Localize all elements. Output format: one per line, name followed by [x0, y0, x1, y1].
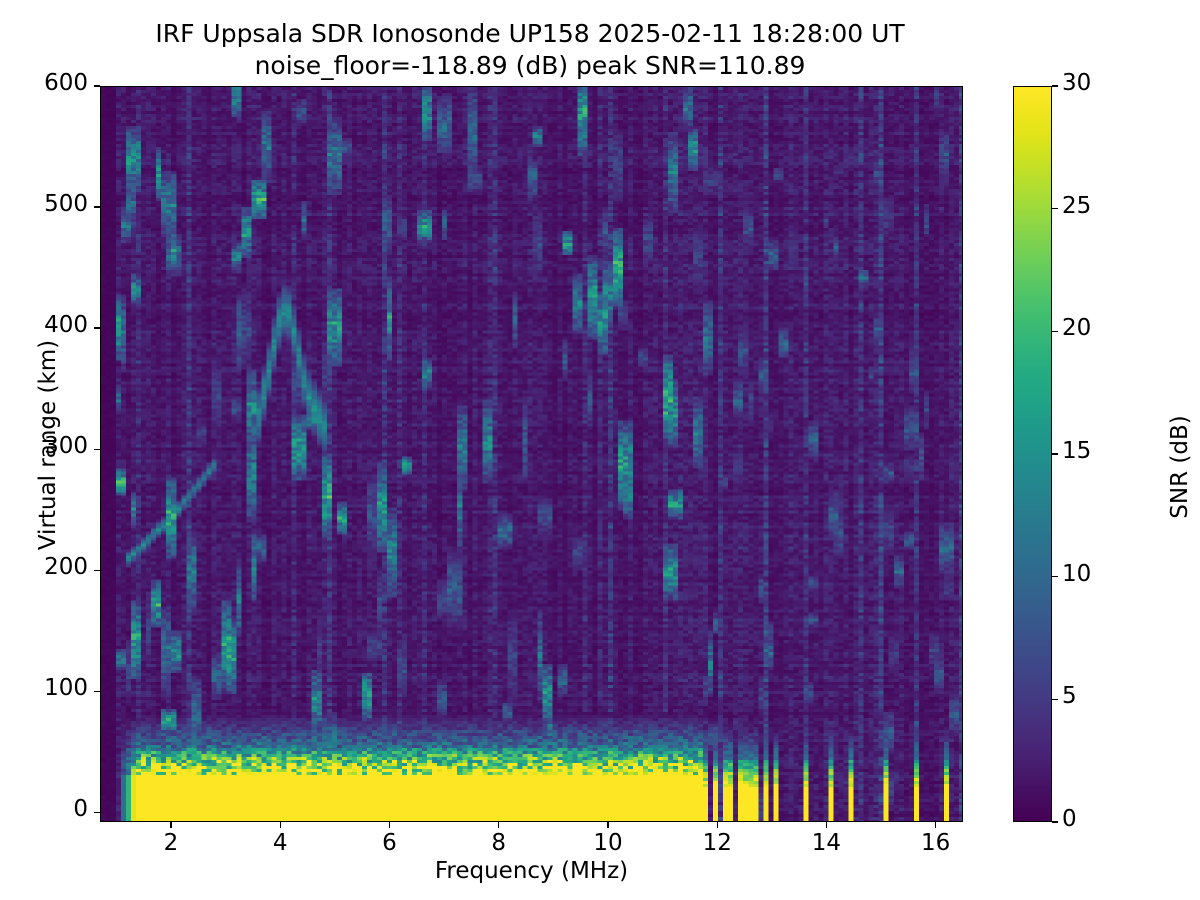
colorbar — [1013, 86, 1052, 822]
x-tick-label: 2 — [163, 830, 179, 856]
colorbar-tick-label: 15 — [1062, 438, 1092, 464]
x-tick-mark — [935, 822, 937, 828]
x-tick-mark — [170, 822, 172, 828]
y-tick-label: 400 — [44, 312, 88, 339]
colorbar-tick-label: 0 — [1062, 806, 1077, 832]
y-tick-label: 0 — [73, 796, 88, 823]
x-tick-mark — [825, 822, 828, 828]
colorbar-tick-label: 30 — [1062, 70, 1092, 96]
x-tick-mark — [716, 822, 718, 828]
colorbar-tick-label: 20 — [1062, 315, 1092, 342]
x-tick-label: 16 — [921, 830, 951, 856]
title-line-1: IRF Uppsala SDR Ionosonde UP158 2025-02-… — [155, 19, 905, 48]
y-tick-mark — [94, 327, 100, 329]
x-tick-mark — [607, 822, 609, 828]
colorbar-tick-label: 5 — [1062, 683, 1077, 710]
ionogram-plot-area — [100, 86, 963, 822]
x-tick-label: 12 — [702, 830, 732, 856]
y-tick-mark — [94, 448, 100, 450]
y-tick-label: 200 — [44, 554, 88, 581]
y-tick-label: 300 — [44, 433, 88, 460]
x-tick-label: 8 — [491, 830, 507, 856]
x-tick-mark — [498, 822, 500, 828]
x-tick-label: 14 — [811, 830, 842, 856]
colorbar-tick-mark — [1052, 576, 1058, 578]
y-tick-mark — [94, 85, 100, 87]
x-tick-mark — [279, 822, 281, 828]
x-tick-label: 6 — [382, 830, 397, 856]
x-tick-mark — [388, 822, 391, 828]
colorbar-tick-label: 10 — [1062, 560, 1092, 587]
y-tick-label: 100 — [44, 675, 88, 702]
colorbar-tick-mark — [1052, 698, 1058, 700]
x-axis-label: Frequency (MHz) — [434, 858, 629, 884]
colorbar-label: SNR (dB) — [1167, 415, 1193, 519]
y-tick-label: 600 — [44, 70, 88, 96]
colorbar-tick-mark — [1052, 330, 1058, 332]
x-tick-label: 10 — [593, 830, 623, 856]
y-tick-mark — [94, 569, 100, 571]
colorbar-tick-mark — [1052, 85, 1058, 87]
colorbar-tick-label: 25 — [1062, 192, 1092, 219]
colorbar-tick-mark — [1052, 821, 1058, 823]
y-tick-label: 500 — [44, 191, 88, 218]
y-axis-label: Virtual range (km) — [35, 339, 61, 551]
figure-title: IRF Uppsala SDR Ionosonde UP158 2025-02-… — [0, 18, 1060, 81]
colorbar-tick-mark — [1052, 453, 1058, 455]
y-tick-mark — [94, 206, 100, 208]
title-line-2: noise_floor=-118.89 (dB) peak SNR=110.89 — [254, 50, 806, 80]
colorbar-tick-mark — [1052, 208, 1058, 210]
y-tick-mark — [94, 690, 100, 692]
ionogram-heatmap — [101, 87, 962, 821]
colorbar-gradient — [1014, 87, 1051, 821]
y-tick-mark — [94, 811, 100, 813]
x-tick-label: 4 — [272, 830, 288, 856]
